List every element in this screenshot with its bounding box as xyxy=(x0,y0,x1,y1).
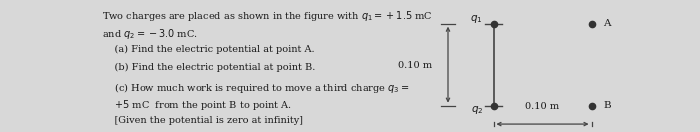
Text: (a) Find the electric potential at point A.: (a) Find the electric potential at point… xyxy=(102,45,314,54)
Text: 0.10 m: 0.10 m xyxy=(526,102,559,111)
Text: [Given the potential is zero at infinity]: [Given the potential is zero at infinity… xyxy=(102,116,302,125)
Text: A: A xyxy=(603,19,611,28)
Text: $q_2$: $q_2$ xyxy=(470,104,483,116)
Text: 0.10 m: 0.10 m xyxy=(398,62,432,70)
Text: $q_1$: $q_1$ xyxy=(470,13,483,25)
Text: B: B xyxy=(603,101,611,110)
Text: and $q_2 = -3.0$ mC.: and $q_2 = -3.0$ mC. xyxy=(102,27,197,41)
Text: $+5$ mC  from the point B to point A.: $+5$ mC from the point B to point A. xyxy=(102,98,291,112)
Text: Two charges are placed as shown in the figure with $q_1 = +1.5$ mC: Two charges are placed as shown in the f… xyxy=(102,9,432,23)
Text: (c) How much work is required to move a third charge $q_3 =$: (c) How much work is required to move a … xyxy=(102,81,409,95)
Text: (b) Find the electric potential at point B.: (b) Find the electric potential at point… xyxy=(102,63,315,72)
